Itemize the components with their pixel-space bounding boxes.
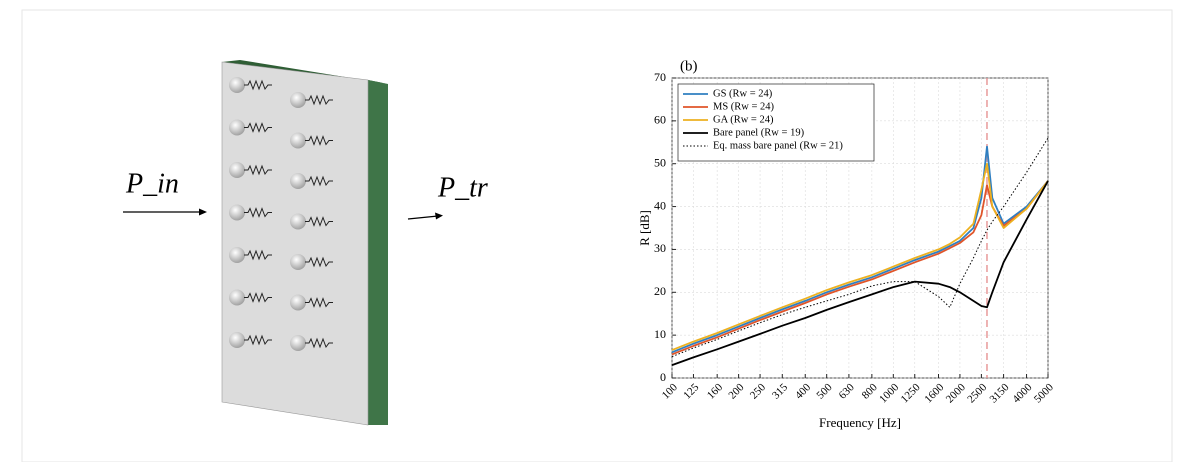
page: P_in P_tr (b) Frequency [Hz] R [dB] 0 10 2… — [0, 0, 1178, 462]
resonator-mass — [229, 290, 245, 306]
arrow-head — [435, 213, 443, 220]
y-axis-label: R [dB] — [637, 210, 652, 246]
resonator-mass — [290, 92, 306, 108]
resonator-mass — [290, 295, 306, 311]
y-tick-label: 50 — [654, 155, 666, 169]
resonator-mass — [229, 162, 245, 178]
y-tick-label: 70 — [654, 70, 666, 84]
resonator-mass — [290, 254, 306, 270]
resonator-mass — [290, 173, 306, 189]
y-tick-label: 30 — [654, 241, 666, 255]
y-tick-label: 60 — [654, 113, 666, 127]
figure: P_in P_tr (b) Frequency [Hz] R [dB] 0 10 2… — [0, 0, 1178, 462]
panel-diagram: P_in P_tr — [123, 60, 488, 425]
arrow-head — [199, 209, 207, 216]
legend-label: MS (Rw = 24) — [713, 101, 775, 112]
transmitted-arrow — [408, 216, 438, 219]
legend-label: GS (Rw = 24) — [713, 88, 773, 99]
resonator-mass — [229, 247, 245, 263]
legend-label: Bare panel (Rw = 19) — [713, 127, 805, 138]
resonator-mass — [229, 77, 245, 93]
panel-front — [222, 62, 368, 425]
resonator-mass — [290, 133, 306, 149]
panel-label: (b) — [680, 58, 698, 74]
legend-label: Eq. mass bare panel (Rw = 21) — [713, 140, 843, 151]
resonator-mass — [229, 332, 245, 348]
resonator-mass — [229, 120, 245, 136]
transmitted-label: P_tr — [437, 172, 488, 203]
legend-label: GA (Rw = 24) — [713, 114, 774, 125]
resonator-mass — [290, 335, 306, 351]
resonator-mass — [290, 214, 306, 230]
y-tick-label: 10 — [654, 327, 666, 341]
incident-label: P_in — [125, 168, 179, 199]
x-axis-label: Frequency [Hz] — [819, 415, 901, 430]
y-tick-label: 40 — [654, 198, 666, 212]
resonator-mass — [229, 205, 245, 221]
panel-side — [368, 80, 388, 425]
y-tick-label: 0 — [660, 370, 666, 384]
y-tick-label: 20 — [654, 284, 666, 298]
